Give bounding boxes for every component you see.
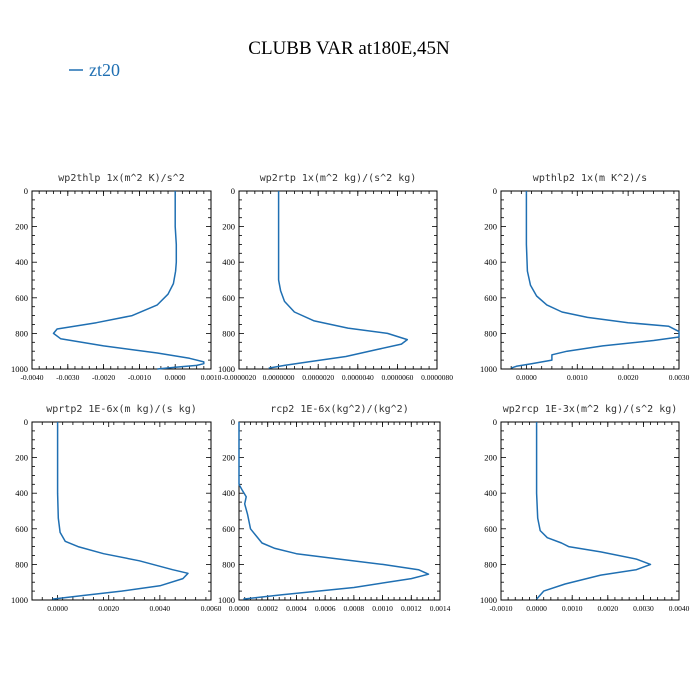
y-tick-label: 1000	[11, 364, 28, 374]
series-line-zt20	[52, 422, 189, 600]
x-tick-label: 0.0004	[286, 604, 307, 613]
y-tick-label: 400	[15, 257, 28, 267]
x-tick-label: 0.0010	[562, 604, 583, 613]
x-tick-label: 0.0012	[401, 604, 422, 613]
panel-4: wprtp2 1E-6x(m kg)/(s kg) 0 200 400 600 800 10…	[11, 404, 222, 613]
y-tick-label: 0	[493, 417, 497, 427]
y-tick-label: 800	[222, 328, 235, 338]
x-tick-label: 0.0000040	[342, 373, 374, 382]
y-tick-label: 200	[222, 453, 235, 463]
x-tick-label: -0.0020	[92, 373, 115, 382]
x-tick-label: 0.0040	[669, 604, 690, 613]
y-tick-label: 1000	[480, 595, 497, 605]
series-line-zt20	[510, 191, 680, 369]
y-tick-label: 400	[15, 488, 28, 498]
plot-frame	[500, 421, 680, 601]
panel-3: wpthlp2 1x(m K^2)/s 0 200 400 600 800 1000 0.00…	[480, 173, 690, 382]
x-tick-label: 0.0020	[597, 604, 618, 613]
y-tick-label: 600	[15, 293, 28, 303]
x-tick-label: 0.0000060	[381, 373, 413, 382]
panel-title: rcp2 1E-6x(kg^2)/(kg^2)	[270, 404, 408, 415]
x-tick-label: 0.0000	[165, 373, 186, 382]
figure-title: CLUBB VAR at180E,45N	[248, 38, 450, 59]
series-line-zt20	[52, 191, 205, 370]
x-tick-label: -0.0010	[128, 373, 151, 382]
plot-frame	[500, 190, 680, 370]
y-tick-label: 800	[222, 559, 235, 569]
y-tick-label: 0	[231, 186, 235, 196]
plot-frame	[31, 190, 212, 370]
panel-title: wp2rtp 1x(m^2 kg)/(s^2 kg)	[260, 173, 417, 184]
panel-title: wp2rcp 1E-3x(m^2 kg)/(s^2 kg)	[503, 404, 678, 415]
panel-6: wp2rcp 1E-3x(m^2 kg)/(s^2 kg) 0 200 400 600 8…	[480, 404, 690, 613]
panels: wp2thlp 1x(m^2 K)/s^202004006008001000-0…	[11, 173, 690, 613]
y-tick-label: 400	[484, 488, 497, 498]
series-line-zt20	[238, 422, 430, 600]
y-tick-label: 0	[24, 186, 28, 196]
y-tick-label: 600	[222, 293, 235, 303]
x-tick-label: -0.0000020	[222, 373, 257, 382]
y-tick-label: 200	[15, 453, 28, 463]
x-tick-label: 0.0020	[98, 604, 119, 613]
x-tick-label: 0.0010	[372, 604, 393, 613]
x-tick-label: 0.0040	[150, 604, 171, 613]
series-line-zt20	[268, 191, 409, 369]
y-tick-label: 600	[222, 524, 235, 534]
y-tick-label: 200	[484, 222, 497, 232]
y-tick-label: 1000	[11, 595, 28, 605]
x-tick-label: -0.0030	[56, 373, 79, 382]
x-tick-label: 0.0000	[229, 604, 250, 613]
x-tick-label: 0.0060	[201, 604, 222, 613]
panel-1: wp2thlp 1x(m^2 K)/s^202004006008001000-0…	[11, 173, 222, 382]
y-tick-label: 600	[15, 524, 28, 534]
x-tick-label: 0.0010	[201, 373, 222, 382]
y-tick-label: 0	[493, 186, 497, 196]
y-tick-label: 600	[484, 293, 497, 303]
y-tick-label: 200	[222, 222, 235, 232]
x-tick-label: 0.0030	[633, 604, 654, 613]
series-line-zt20	[535, 422, 652, 600]
legend: zt20	[69, 60, 120, 80]
x-tick-label: 0.0010	[567, 373, 588, 382]
x-tick-label: 0.0008	[344, 604, 365, 613]
plot-frame	[238, 421, 441, 601]
x-tick-label: 0.0000	[516, 373, 537, 382]
y-tick-label: 800	[15, 328, 28, 338]
x-tick-label: 0.0030	[669, 373, 690, 382]
y-tick-label: 400	[222, 488, 235, 498]
x-tick-label: 0.0000000	[263, 373, 295, 382]
y-tick-label: 800	[484, 559, 497, 569]
y-tick-label: 800	[484, 328, 497, 338]
y-tick-label: 400	[484, 257, 497, 267]
x-tick-label: -0.0040	[20, 373, 43, 382]
x-tick-label: 0.0006	[315, 604, 336, 613]
y-tick-label: 400	[222, 257, 235, 267]
x-tick-label: 0.0000	[47, 604, 68, 613]
x-tick-label: 0.0000080	[421, 373, 453, 382]
y-tick-label: 600	[484, 524, 497, 534]
x-tick-label: 0.0000020	[302, 373, 334, 382]
x-tick-label: 0.0000	[526, 604, 547, 613]
panel-title: wp2thlp 1x(m^2 K)/s^2	[58, 173, 184, 184]
x-tick-label: 0.0020	[618, 373, 639, 382]
x-tick-label: 0.0014	[430, 604, 451, 613]
plot-frame	[238, 190, 438, 370]
y-tick-label: 0	[24, 417, 28, 427]
y-tick-label: 200	[15, 222, 28, 232]
y-tick-label: 1000	[480, 364, 497, 374]
y-tick-label: 1000	[218, 595, 235, 605]
x-tick-label: -0.0010	[489, 604, 512, 613]
y-tick-label: 1000	[218, 364, 235, 374]
legend-label: zt20	[89, 60, 120, 80]
panel-title: wprtp2 1E-6x(m kg)/(s kg)	[46, 404, 197, 415]
y-tick-label: 200	[484, 453, 497, 463]
y-tick-label: 0	[231, 417, 235, 427]
x-tick-label: 0.0002	[257, 604, 278, 613]
y-tick-label: 800	[15, 559, 28, 569]
panel-2: wp2rtp 1x(m^2 kg)/(s^2 kg) 0 200 400 600 800 1…	[218, 173, 453, 382]
panel-5: rcp2 1E-6x(kg^2)/(kg^2) 0 200 400 600 800 1000…	[218, 404, 451, 613]
panel-title: wpthlp2 1x(m K^2)/s	[533, 173, 647, 184]
